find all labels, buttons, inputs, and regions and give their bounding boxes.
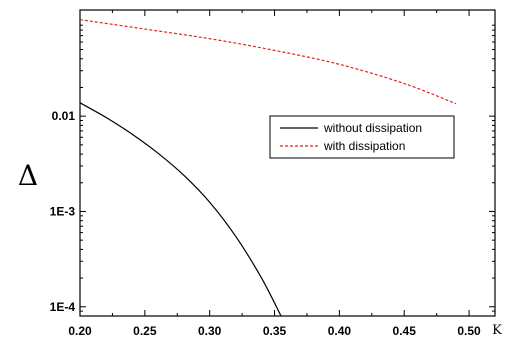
y-tick-label: 1E-4: [50, 300, 76, 314]
y-tick-label: 0.01: [52, 109, 76, 123]
legend-label-with-dissipation: with dissipation: [323, 139, 405, 153]
x-tick-label: 0.35: [263, 324, 287, 338]
x-tick-label: 0.50: [457, 324, 481, 338]
y-axis-label: Δ: [18, 159, 38, 192]
y-tick-label: 1E-3: [50, 204, 76, 218]
x-tick-label: 0.20: [68, 324, 92, 338]
series-line-without-dissipation: [80, 103, 281, 316]
legend: without dissipation with dissipation: [270, 116, 454, 158]
series-line-with-dissipation: [80, 20, 456, 104]
x-tick-label: 0.40: [328, 324, 352, 338]
x-axis-ticks: 0.20 0.25 0.30 0.35 0.40 0.45 0.50: [68, 10, 481, 338]
legend-label-without-dissipation: without dissipation: [323, 121, 422, 135]
series-layer: [80, 20, 456, 316]
y-axis-ticks: 0.01 1E-3 1E-4: [50, 25, 495, 316]
x-tick-label: 0.30: [198, 324, 222, 338]
x-axis-label: K: [492, 323, 502, 338]
x-tick-label: 0.25: [133, 324, 157, 338]
x-tick-label: 0.45: [393, 324, 417, 338]
plot-frame: [80, 10, 495, 316]
